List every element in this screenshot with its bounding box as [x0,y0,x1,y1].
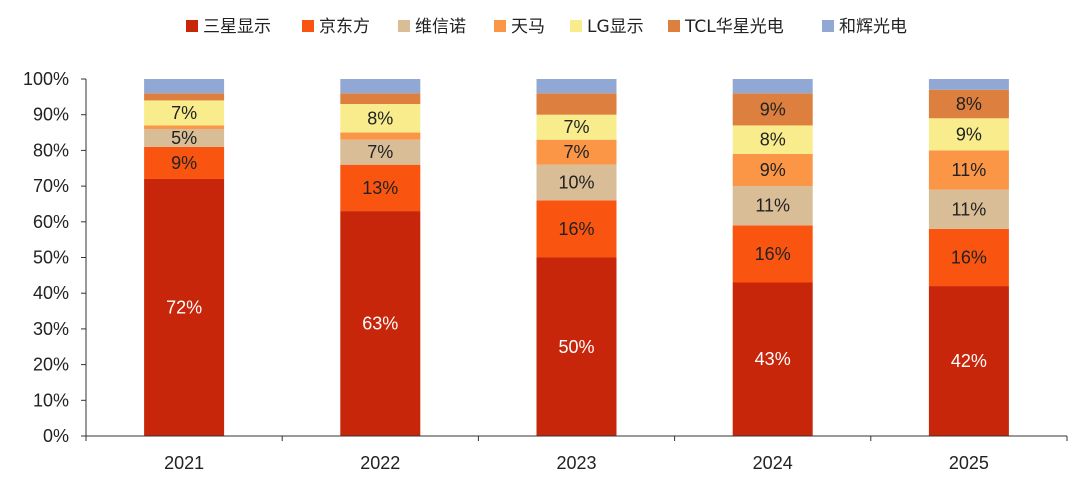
data-label: 7% [563,142,589,162]
x-axis: 2021 2022 2023 2024 2025 [85,435,1068,473]
legend-label-0: 三星显示 [203,17,271,37]
legend-swatch-3 [494,20,506,32]
bar-segment [536,93,617,115]
data-label: 8% [956,94,982,114]
bar-segment [340,164,421,212]
bar-segment [928,89,1009,119]
legend-swatch-5 [668,20,680,32]
bar-segment [340,93,421,104]
y-axis: 0% 10% 20% 30% 40% 50% 60% 70% 80% 90% 100% [23,69,87,446]
data-label: 9% [760,160,786,180]
y-tick-label: 60% [33,212,69,232]
data-label: 9% [760,99,786,119]
bar-segment [536,79,617,94]
bar-segment [340,132,421,140]
bar-segment [928,79,1009,90]
bar-segment [144,146,225,179]
data-label: 5% [171,128,197,148]
bar-segment [732,79,813,94]
y-tick-label: 40% [33,283,69,303]
bar-segment [144,178,225,436]
bar-segment [340,139,421,165]
bar-segment [928,118,1009,151]
x-tick-label: 2025 [949,453,989,473]
bar-segment [732,282,813,436]
bar-segment [732,153,813,187]
bar-segment [144,93,225,101]
x-tick-label: 2021 [164,453,204,473]
bar-segment [340,211,421,436]
legend-label-3: 天马 [511,17,545,37]
bar-segment [144,125,225,129]
legend-swatch-2 [398,20,410,32]
data-label: 50% [558,337,594,357]
legend-label-4: LG显示 [587,17,644,37]
bar-segment [340,79,421,94]
data-label: 16% [755,244,791,264]
data-label: 9% [171,153,197,173]
x-tick-label: 2024 [753,453,793,473]
data-label: 7% [367,142,393,162]
legend-label-2: 维信诺 [415,17,466,37]
y-tick-label: 80% [33,140,69,160]
bar-segment [928,150,1009,190]
bar-segment [144,79,225,94]
bar-segment [732,125,813,154]
y-tick-label: 100% [23,69,69,89]
legend-label-6: 和辉光电 [839,17,907,37]
bar-segment [536,164,617,201]
bar-segment [928,228,1009,287]
y-tick-label: 10% [33,390,69,410]
data-label: 16% [558,219,594,239]
legend-label-5: TCL华星光电 [684,17,784,37]
legend-swatch-0 [186,20,198,32]
bars: 72% 9% 5% 7% 63% 13% 7% 8% 50% 16% 10% 7% 7% 43% 16% 11… [144,79,1009,436]
data-label: 8% [760,130,786,150]
bar-segment [144,128,225,147]
data-label: 7% [563,117,589,137]
data-label: 10% [558,173,594,193]
data-label: 16% [951,248,987,268]
y-tick-label: 90% [33,105,69,125]
y-tick-label: 0% [43,426,69,446]
data-label: 9% [956,124,982,144]
bar-segment [536,139,617,165]
legend-swatch-6 [822,20,834,32]
legend: 三星显示 京东方 维信诺 天马 LG显示 TCL华星光电 和辉光电 [186,17,907,37]
bar-segment [536,257,617,436]
data-label: 11% [952,199,987,219]
y-tick-label: 70% [33,176,69,196]
x-tick-label: 2023 [556,453,596,473]
bar-segment [536,200,617,258]
data-label: 13% [362,178,398,198]
bar-segment [144,100,225,126]
bar-segment [928,286,1009,436]
bar-segment [732,186,813,226]
data-label: 42% [951,351,987,371]
x-tick-label: 2022 [360,453,400,473]
bar-segment [928,189,1009,229]
y-tick-label: 30% [33,319,69,339]
legend-swatch-4 [570,20,582,32]
y-tick-label: 50% [33,248,69,268]
data-label: 43% [755,349,791,369]
legend-label-1: 京东方 [319,17,370,37]
legend-swatch-1 [302,20,314,32]
bar-segment [536,114,617,140]
y-tick-label: 20% [33,355,69,375]
bar-segment [732,93,813,126]
data-label: 8% [367,108,393,128]
bar-segment [340,103,421,133]
data-label: 11% [755,196,790,216]
data-label: 63% [362,314,398,334]
data-label: 72% [166,297,202,317]
bar-segment [732,225,813,283]
data-label: 11% [952,160,987,180]
data-label: 7% [171,103,197,123]
